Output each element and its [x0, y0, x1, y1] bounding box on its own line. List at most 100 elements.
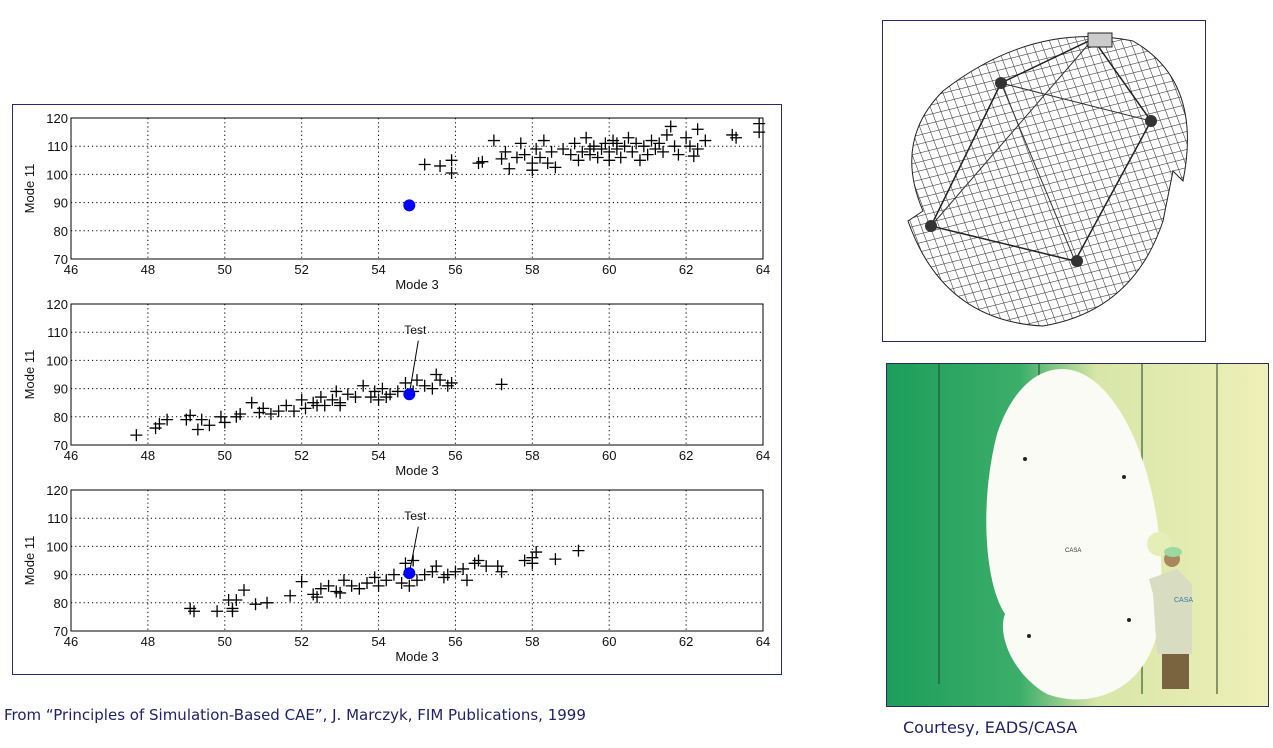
- y-tick-label: 90: [54, 568, 68, 583]
- data-point: [526, 557, 539, 570]
- y-tick-label: 110: [47, 511, 68, 526]
- data-point: [472, 554, 485, 567]
- x-tick-label: 60: [602, 448, 616, 463]
- data-point: [672, 148, 685, 161]
- x-tick-label: 60: [602, 634, 616, 649]
- data-point: [480, 560, 493, 573]
- data-point: [372, 393, 385, 406]
- x-tick-label: 46: [64, 262, 78, 277]
- data-point: [557, 143, 570, 156]
- data-point: [407, 554, 420, 567]
- data-point: [518, 148, 531, 161]
- data-point: [445, 154, 458, 167]
- data-point: [399, 557, 412, 570]
- data-point: [476, 155, 489, 168]
- data-point: [537, 134, 550, 147]
- data-point: [234, 407, 247, 420]
- scatter-plot-2: 46 48 50 52 54 56 58 60 62 64 70 80 90 100 110 120 Mode …: [22, 297, 770, 478]
- data-point: [395, 577, 408, 590]
- data-point: [264, 407, 277, 420]
- data-point: [334, 399, 347, 412]
- data-point: [683, 140, 696, 153]
- plot-area: [70, 117, 764, 260]
- data-point: [230, 593, 243, 606]
- data-point: [372, 579, 385, 592]
- x-tick-label: 48: [141, 634, 155, 649]
- dish-logo: CASA: [1065, 548, 1081, 554]
- data-point: [184, 409, 197, 422]
- data-point: [549, 553, 562, 566]
- data-point: [691, 123, 704, 136]
- data-point: [580, 131, 593, 144]
- data-point: [518, 554, 531, 567]
- data-point: [249, 598, 262, 611]
- data-point: [622, 131, 635, 144]
- y-tick-label: 100: [46, 167, 68, 182]
- y-tick-label: 70: [54, 252, 68, 267]
- data-point: [549, 161, 562, 174]
- data-point: [295, 575, 308, 588]
- data-point: [618, 140, 631, 153]
- test-annotation-label: Test: [404, 509, 427, 523]
- data-point: [368, 571, 381, 584]
- data-point: [730, 131, 743, 144]
- x-tick-label: 54: [371, 634, 385, 649]
- x-tick-label: 56: [448, 634, 462, 649]
- data-point: [434, 159, 447, 172]
- data-point: [657, 145, 670, 158]
- data-point: [687, 150, 700, 163]
- x-tick-label: 62: [679, 448, 693, 463]
- data-point: [257, 402, 270, 415]
- data-point: [341, 388, 354, 401]
- y-tick-label: 80: [54, 410, 68, 425]
- x-tick-label: 48: [141, 448, 155, 463]
- data-point: [541, 157, 554, 170]
- wireframe-antenna-image: [882, 20, 1206, 342]
- data-point: [380, 574, 393, 587]
- y-tick-label: 80: [54, 596, 68, 611]
- data-point: [460, 574, 473, 587]
- data-point: [534, 151, 547, 164]
- data-point: [641, 148, 654, 161]
- y-tick-label: 90: [54, 196, 68, 211]
- data-point: [245, 396, 258, 409]
- x-tick-label: 50: [218, 634, 232, 649]
- scatter-plot-3: 46 48 50 52 54 56 58 60 62 64 70 80 90 100 110 120 Mode …: [22, 483, 770, 664]
- data-point: [499, 145, 512, 158]
- data-point: [226, 605, 239, 618]
- data-point: [418, 379, 431, 392]
- data-point: [699, 134, 712, 147]
- y-tick-label: 80: [54, 224, 68, 239]
- x-tick-label: 52: [294, 448, 308, 463]
- data-point: [457, 562, 470, 575]
- data-point: [376, 382, 389, 395]
- data-point: [272, 405, 285, 418]
- x-tick-label: 64: [756, 448, 770, 463]
- data-point: [510, 151, 523, 164]
- x-tick-label: 64: [756, 634, 770, 649]
- x-tick-label: 64: [756, 262, 770, 277]
- x-tick-label: 60: [602, 262, 616, 277]
- data-point: [391, 385, 404, 398]
- y-tick-label: 110: [47, 139, 68, 154]
- antenna-reflector-photo: CASA CASA: [886, 363, 1269, 707]
- data-point: [637, 140, 650, 153]
- data-point: [280, 399, 293, 412]
- data-point: [545, 145, 558, 158]
- data-point: [353, 582, 366, 595]
- data-point: [610, 137, 623, 150]
- data-point: [691, 143, 704, 156]
- data-point: [599, 137, 612, 150]
- data-point: [633, 154, 646, 167]
- y-axis-label: Mode 11: [22, 164, 37, 214]
- test-point: [403, 199, 416, 212]
- data-point: [314, 582, 327, 595]
- data-point: [514, 137, 527, 150]
- data-point: [299, 402, 312, 415]
- y-tick-label: 90: [54, 382, 68, 397]
- x-tick-label: 50: [218, 262, 232, 277]
- data-point: [503, 162, 516, 175]
- x-tick-label: 54: [371, 262, 385, 277]
- data-point: [191, 423, 204, 436]
- data-point: [195, 413, 208, 426]
